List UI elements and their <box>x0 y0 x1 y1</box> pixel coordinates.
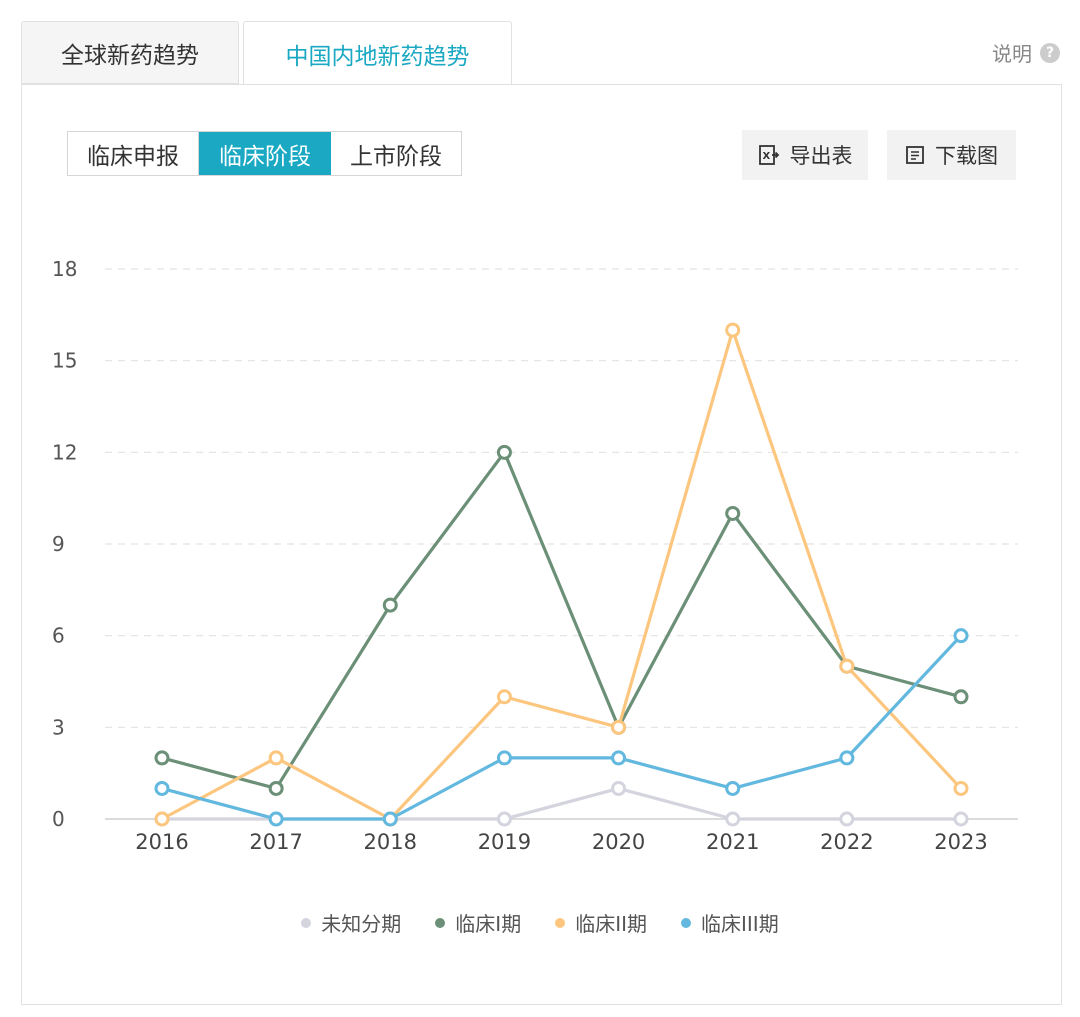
data-point[interactable] <box>725 322 741 338</box>
legend-label-phase2: 临床II期 <box>575 912 647 936</box>
x-tick-label: 2022 <box>820 830 873 854</box>
data-point[interactable] <box>839 750 855 766</box>
x-tick-label: 2020 <box>592 830 645 854</box>
x-tick-label: 2019 <box>478 830 531 854</box>
data-point[interactable] <box>839 811 855 827</box>
x-tick-label: 2023 <box>934 830 987 854</box>
x-tick-label: 2018 <box>364 830 417 854</box>
x-tick-label: 2017 <box>249 830 302 854</box>
data-point[interactable] <box>953 811 969 827</box>
legend-item-phase2[interactable]: 临床II期 <box>555 908 647 937</box>
data-point[interactable] <box>725 780 741 796</box>
line-chart: 0 3 6 9 12 15 18 2016 2017 2018 2019 2020 2021 2022 20… <box>52 257 1018 854</box>
question-icon: ? <box>1040 42 1060 63</box>
segment-clinical-stage[interactable]: 临床阶段 <box>199 132 331 175</box>
svg-text:X: X <box>762 151 770 162</box>
data-point[interactable] <box>611 750 627 766</box>
series-line-3 <box>161 634 963 821</box>
y-tick-label: 0 <box>52 807 65 831</box>
data-point[interactable] <box>611 780 627 796</box>
help-link[interactable]: 说明 ? <box>992 38 1060 67</box>
x-tick-label: 2021 <box>706 830 759 854</box>
data-point[interactable] <box>839 658 855 674</box>
data-point[interactable] <box>496 750 512 766</box>
legend-marker-unknown <box>301 917 312 928</box>
legend-item-phase3[interactable]: 临床III期 <box>681 908 779 937</box>
legend-label-phase1: 临床I期 <box>455 912 522 936</box>
data-point[interactable] <box>725 505 741 521</box>
data-point[interactable] <box>268 750 284 766</box>
download-image-label: 下载图 <box>935 144 998 168</box>
x-tick-label: 2016 <box>135 830 188 854</box>
data-point[interactable] <box>953 780 969 796</box>
data-point[interactable] <box>496 689 512 705</box>
axes: 0 3 6 9 12 15 18 2016 2017 2018 2019 2020 2021 2022 20… <box>52 257 1018 854</box>
export-table-label: 导出表 <box>789 144 853 168</box>
tab-china-trend[interactable]: 中国内地新药趋势 <box>243 21 512 85</box>
help-label: 说明 <box>992 42 1032 66</box>
y-tick-label: 3 <box>52 715 65 739</box>
data-point[interactable] <box>953 628 969 644</box>
data-point[interactable] <box>382 597 398 613</box>
series-line-2 <box>161 328 963 821</box>
chart-panel <box>21 84 1062 1005</box>
data-point[interactable] <box>154 811 170 827</box>
legend-label-phase3: 临床III期 <box>701 912 779 936</box>
chart-legend: 未知分期 临床I期 临床II期 临床III期 <box>0 908 1080 937</box>
legend-marker-phase3 <box>681 917 691 928</box>
data-point[interactable] <box>154 780 170 796</box>
data-point[interactable] <box>611 719 627 735</box>
grid-lines <box>105 268 1018 728</box>
y-tick-label: 9 <box>52 532 65 556</box>
legend-item-phase1[interactable]: 临床I期 <box>435 908 521 937</box>
data-point[interactable] <box>268 780 284 796</box>
y-tick-label: 15 <box>52 349 77 373</box>
data-point[interactable] <box>953 689 969 705</box>
legend-label-unknown: 未知分期 <box>321 912 402 936</box>
segment-clinical-filing[interactable]: 临床申报 <box>68 132 199 175</box>
document-icon <box>906 146 924 164</box>
data-point[interactable] <box>382 811 398 827</box>
series-points <box>154 322 969 827</box>
export-table-button[interactable]: X 导出表 <box>742 130 868 180</box>
data-point[interactable] <box>154 750 170 766</box>
y-tick-label: 18 <box>52 257 77 281</box>
data-point[interactable] <box>496 444 512 460</box>
series-line-1 <box>161 450 962 791</box>
stage-segmented-control: 临床申报 临床阶段 上市阶段 <box>67 131 462 176</box>
tab-global-trend[interactable]: 全球新药趋势 <box>21 21 239 84</box>
excel-export-icon: X <box>758 145 779 165</box>
series-lines <box>161 328 963 821</box>
y-tick-label: 6 <box>52 624 65 648</box>
legend-item-unknown[interactable]: 未知分期 <box>301 908 401 937</box>
legend-marker-phase1 <box>435 917 446 928</box>
data-point[interactable] <box>725 811 741 827</box>
segment-market-stage[interactable]: 上市阶段 <box>350 143 442 170</box>
legend-marker-phase2 <box>555 917 566 928</box>
y-tick-label: 12 <box>52 440 77 464</box>
data-point[interactable] <box>496 811 512 827</box>
download-image-button[interactable]: 下载图 <box>887 130 1016 180</box>
data-point[interactable] <box>268 811 284 827</box>
